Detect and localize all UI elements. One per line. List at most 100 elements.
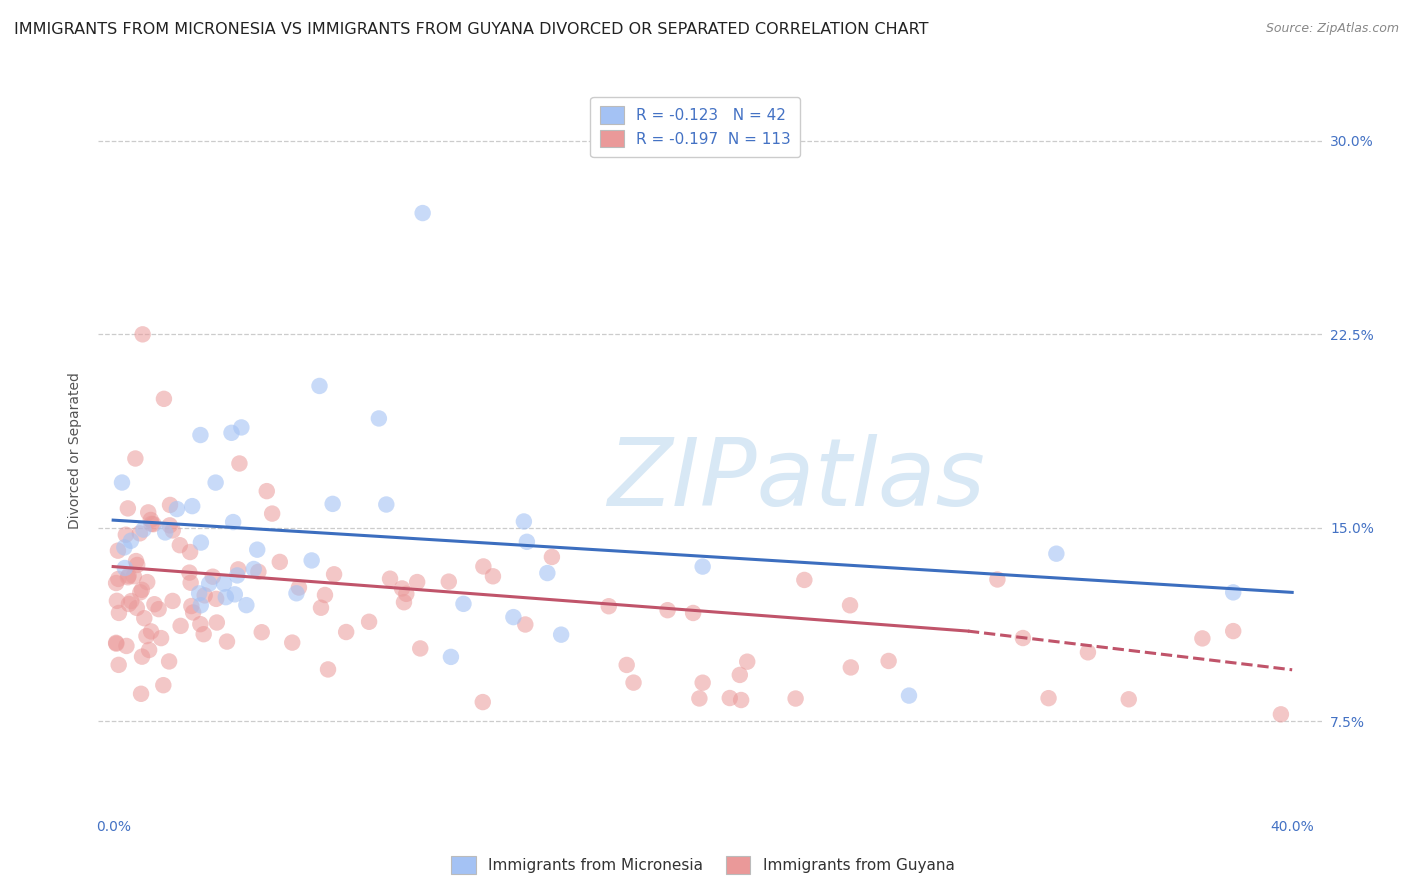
Point: [134, 611, 156, 625]
Point: [107, 657, 129, 672]
Point: [142, 517, 165, 532]
Point: [730, 693, 752, 707]
Point: [136, 505, 159, 519]
Point: [335, 625, 357, 640]
Point: [359, 615, 381, 629]
Point: [471, 695, 494, 709]
Point: [1077, 645, 1099, 659]
Point: [735, 655, 758, 669]
Point: [1222, 585, 1244, 599]
Point: [250, 625, 273, 640]
Point: [256, 484, 278, 499]
Point: [281, 635, 304, 649]
Point: [513, 515, 536, 529]
Text: Source: ZipAtlas.com: Source: ZipAtlas.com: [1265, 22, 1399, 36]
Point: [688, 691, 710, 706]
Point: [105, 637, 128, 651]
Point: [201, 570, 224, 584]
Point: [108, 606, 131, 620]
Point: [117, 570, 139, 584]
Point: [129, 585, 152, 599]
Point: [453, 597, 475, 611]
Point: [242, 562, 264, 576]
Point: [141, 516, 163, 531]
Point: [536, 566, 558, 580]
Point: [148, 602, 170, 616]
Point: [391, 582, 413, 596]
Point: [105, 636, 128, 650]
Point: [375, 498, 398, 512]
Point: [314, 588, 336, 602]
Point: [118, 597, 141, 611]
Point: [472, 559, 495, 574]
Point: [692, 675, 714, 690]
Point: [159, 498, 181, 512]
Point: [181, 499, 204, 513]
Point: [224, 587, 246, 601]
Point: [222, 515, 245, 529]
Point: [120, 594, 142, 608]
Point: [139, 624, 162, 639]
Point: [541, 549, 564, 564]
Point: [125, 554, 148, 568]
Point: [378, 572, 401, 586]
Point: [139, 513, 162, 527]
Point: [406, 575, 429, 590]
Point: [159, 518, 181, 533]
Point: [1270, 707, 1292, 722]
Point: [1045, 547, 1067, 561]
Point: [412, 206, 434, 220]
Point: [132, 523, 155, 537]
Point: [179, 566, 201, 580]
Point: [138, 643, 160, 657]
Point: [205, 615, 228, 630]
Point: [598, 599, 620, 614]
Point: [316, 662, 339, 676]
Point: [105, 576, 128, 591]
Legend: R = -0.123   N = 42, R = -0.197  N = 113: R = -0.123 N = 42, R = -0.197 N = 113: [591, 97, 800, 157]
Point: [198, 576, 221, 591]
Point: [131, 327, 153, 342]
Point: [169, 538, 191, 552]
Point: [190, 535, 212, 549]
Point: [115, 639, 138, 653]
Point: [226, 568, 249, 582]
Point: [323, 567, 346, 582]
Point: [718, 691, 741, 706]
Point: [190, 428, 212, 442]
Point: [114, 561, 136, 575]
Point: [308, 379, 330, 393]
Point: [143, 597, 166, 611]
Point: [692, 559, 714, 574]
Point: [839, 660, 862, 674]
Point: [793, 573, 815, 587]
Point: [262, 507, 284, 521]
Point: [502, 610, 524, 624]
Point: [181, 606, 204, 620]
Point: [309, 600, 332, 615]
Point: [120, 533, 142, 548]
Point: [839, 599, 862, 613]
Point: [301, 553, 323, 567]
Point: [367, 411, 389, 425]
Point: [179, 545, 201, 559]
Point: [150, 631, 173, 645]
Point: [221, 425, 243, 440]
Point: [122, 569, 145, 583]
Point: [682, 606, 704, 620]
Point: [288, 581, 311, 595]
Point: [877, 654, 900, 668]
Point: [194, 588, 217, 602]
Point: [215, 634, 238, 648]
Point: [169, 619, 191, 633]
Point: [107, 572, 129, 586]
Point: [117, 501, 139, 516]
Point: [516, 534, 538, 549]
Point: [162, 594, 184, 608]
Point: [986, 573, 1008, 587]
Point: [166, 502, 188, 516]
Point: [190, 599, 212, 613]
Point: [269, 555, 291, 569]
Point: [215, 590, 238, 604]
Point: [1222, 624, 1244, 639]
